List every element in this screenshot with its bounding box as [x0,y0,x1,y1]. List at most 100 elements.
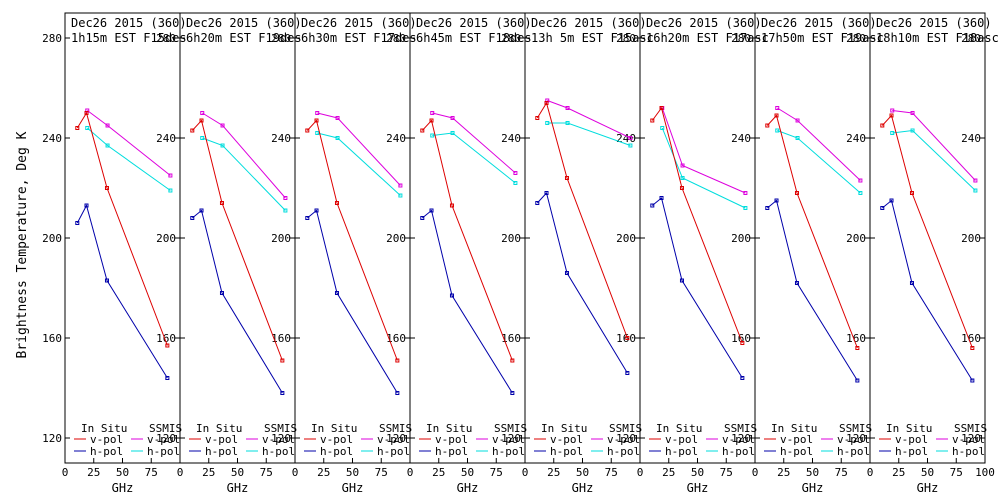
legend-insitu-vpol-label: v-pol [895,433,928,446]
y-tick-label: 200 [961,232,981,245]
legend-ssmis-header: SSMIS [264,422,297,435]
insitu-vpol-point [199,118,204,123]
ssmis-vpol-line [87,110,171,176]
y-tick-label: 160 [961,332,981,345]
x-tick-label: 50 [116,466,129,479]
ssmis-hpol-point [680,176,685,180]
ssmis-vpol-point [105,123,110,128]
legend-insitu-vpol-label: v-pol [780,433,813,446]
legend-insitu-vpol-label: v-pol [320,433,353,446]
insitu-hpol-point [305,216,310,220]
panel-title-date: Dec26 2015 (360) [531,16,647,30]
insitu-hpol-point [535,201,540,205]
insitu-vpol-point [510,358,515,363]
panel-5: Dec26 2015 (360)13h 5m EST F15asc1201602… [522,12,654,495]
legend-ssmis-header: SSMIS [379,422,412,435]
ssmis-hpol-point [973,188,978,193]
ssmis-vpol-point [795,118,800,123]
legend-insitu-hpol-label: h-pol [895,445,928,458]
insitu-vpol-point [625,336,630,340]
ssmis-hpol-line [661,127,746,209]
insitu-hpol-point [199,208,204,213]
ssmis-hpol-point [513,181,518,185]
legend-ssmis-header: SSMIS [954,422,987,435]
legend-ssmis-header: SSMIS [839,422,872,435]
y-tick-label: 160 [386,332,406,345]
x-tick-label: 75 [835,466,848,479]
ssmis-vpol-line [892,110,976,181]
y-tick-label: 120 [961,432,981,445]
legend-insitu-vpol-label: v-pol [435,433,468,446]
insitu-vpol-point [855,346,860,350]
x-axis-label: GHz [802,481,824,495]
ssmis-hpol-line [892,129,976,191]
insitu-hpol-line [306,209,398,394]
y-tick-label: 280 [386,32,406,45]
insitu-hpol-point [219,291,224,295]
ssmis-vpol-point [743,191,748,195]
insitu-vpol-point [280,358,285,363]
x-tick-label: 0 [62,466,69,479]
ssmis-hpol-line [86,127,171,191]
y-tick-label: 240 [42,132,62,145]
ssmis-hpol-point [168,188,173,193]
insitu-hpol-point [314,208,319,213]
x-tick-label: 0 [637,466,644,479]
y-tick-label: 200 [501,232,521,245]
legend-ssmis-hpol-label: h-pol [492,445,525,458]
insitu-vpol-point [889,113,894,118]
insitu-hpol-point [510,391,515,395]
insitu-hpol-point [679,278,684,283]
y-tick-label: 240 [271,132,291,145]
y-tick-label: 200 [386,232,406,245]
x-tick-label: 0 [407,466,414,479]
panel-title-time: 17h50m EST F19asc [761,31,884,45]
y-tick-label: 120 [501,432,521,445]
ssmis-vpol-point [283,196,288,200]
panel-title-time: 6h45m EST F18des [416,31,532,45]
y-tick-label: 200 [616,232,636,245]
x-axis-label: GHz [687,481,709,495]
insitu-vpol-line [421,119,513,361]
y-tick-label: 120 [156,432,176,445]
insitu-hpol-line [536,191,628,374]
insitu-vpol-point [765,123,770,128]
ssmis-vpol-point [450,116,455,120]
x-tick-label: 0 [752,466,759,479]
ssmis-vpol-point [168,173,173,178]
insitu-vpol-point [880,123,885,128]
insitu-vpol-line [536,101,628,339]
ssmis-hpol-point [283,208,288,213]
insitu-vpol-line [76,111,168,346]
ssmis-vpol-point [628,136,633,140]
panel-2: Dec26 2015 (360)6h20m EST F19des 120 160 20… [177,12,302,495]
insitu-hpol-point [774,198,779,203]
y-tick-label: 280 [271,32,291,45]
legend-ssmis-vpol-label: v-pol [607,433,640,446]
panel-title-date: Dec26 2015 (360) [761,16,877,30]
ssmis-vpol-point [335,116,340,120]
insitu-vpol-point [165,343,170,348]
panel-title-date: Dec26 2015 (360) [876,16,992,30]
x-tick-label: 0 [177,466,184,479]
x-tick-label: 100 [975,466,995,479]
legend-insitu-hpol-label: h-pol [780,445,813,458]
panel-title-time: 1h15m EST F15des [71,31,187,45]
legend-ssmis-vpol-label: v-pol [377,433,410,446]
x-tick-label: 50 [691,466,704,479]
legend-insitu-vpol-label: v-pol [90,433,123,446]
ssmis-hpol-point [398,193,403,198]
ssmis-vpol-line [547,100,631,139]
ssmis-hpol-point [105,143,110,148]
panel-title-date: Dec26 2015 (360) [301,16,417,30]
x-tick-label: 75 [145,466,158,479]
y-tick-label: 160 [271,332,291,345]
panel-title-date: Dec26 2015 (360) [416,16,532,30]
y-tick-label: 280 [42,32,62,45]
insitu-hpol-point [855,378,860,383]
insitu-hpol-line [76,204,168,379]
x-tick-label: 25 [892,466,905,479]
y-tick-label: 160 [846,332,866,345]
legend-ssmis-hpol-label: h-pol [147,445,180,458]
x-tick-label: 25 [777,466,790,479]
